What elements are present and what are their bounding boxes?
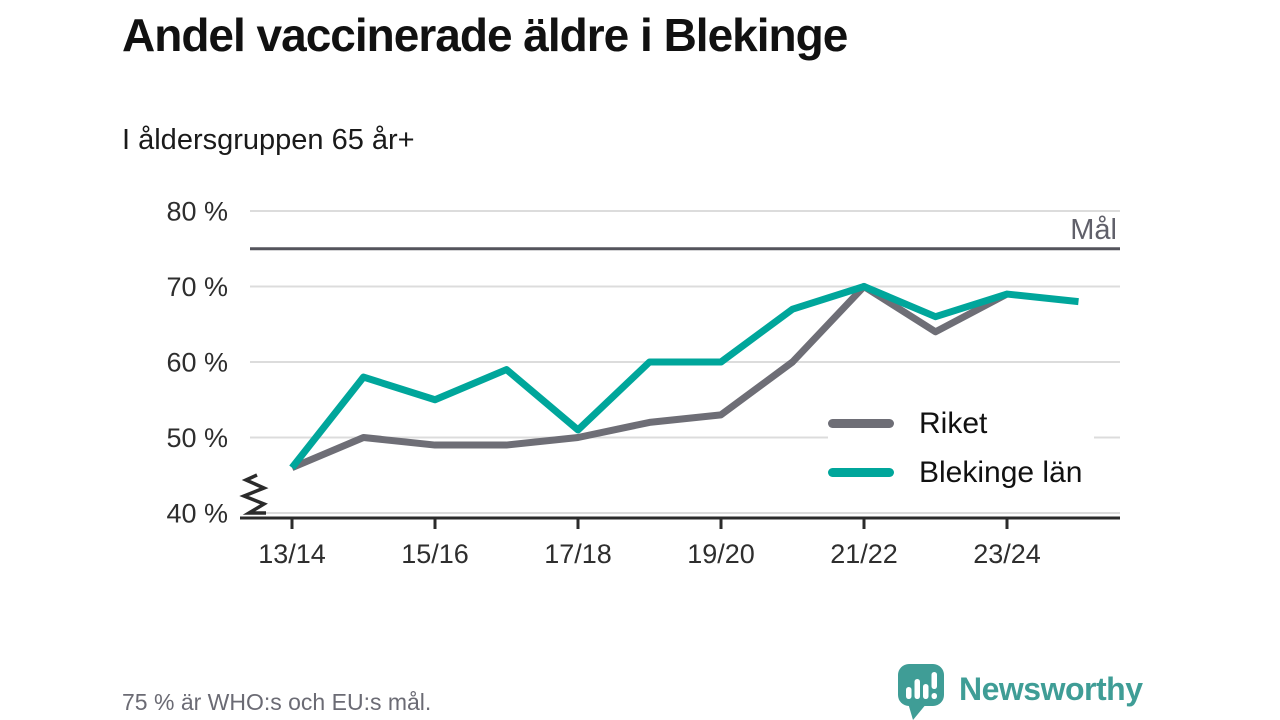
goal-line-label: Mål — [1070, 214, 1117, 246]
chart-subtitle: I åldersgruppen 65 år+ — [122, 124, 415, 156]
legend-swatch-riket — [828, 419, 894, 428]
line-chart-plot: 40 % 50 % 60 % 70 % 80 % 13/14 15/16 17/18 19/20… — [166, 197, 1120, 569]
y-tick-label-40: 40 % — [166, 499, 228, 529]
y-tick-label-80: 80 % — [166, 197, 228, 227]
x-tick-label: 19/20 — [687, 539, 755, 569]
legend-label-riket: Riket — [919, 406, 988, 440]
y-tick-label-70: 70 % — [166, 272, 228, 302]
legend-swatch-blekinge — [828, 468, 894, 477]
y-tick-label-50: 50 % — [166, 423, 228, 453]
legend-item-blekinge: Blekinge län — [828, 456, 1094, 490]
chart-title: Andel vaccinerade äldre i Blekinge — [122, 9, 848, 61]
x-tick-label: 13/14 — [258, 539, 326, 569]
series-line-riket — [290, 283, 1009, 471]
footnote: 75 % är WHO:s och EU:s mål. — [122, 689, 432, 715]
axis-break-icon — [239, 473, 269, 515]
x-tick-label: 23/24 — [973, 539, 1041, 569]
series-line-blekinge-l-n — [289, 283, 1079, 470]
newsworthy-logo: Newsworthy — [897, 663, 1143, 720]
newsworthy-logo-icon — [898, 664, 944, 720]
x-tick-label: 17/18 — [544, 539, 612, 569]
x-tick-label: 15/16 — [401, 539, 469, 569]
newsworthy-logo-text: Newsworthy — [959, 670, 1143, 707]
legend-item-riket: Riket — [828, 407, 1094, 441]
x-tick-label: 21/22 — [830, 539, 898, 569]
y-tick-label-60: 60 % — [166, 348, 228, 378]
legend: Riket Blekinge län — [828, 399, 1094, 497]
legend-label-blekinge: Blekinge län — [919, 455, 1083, 489]
